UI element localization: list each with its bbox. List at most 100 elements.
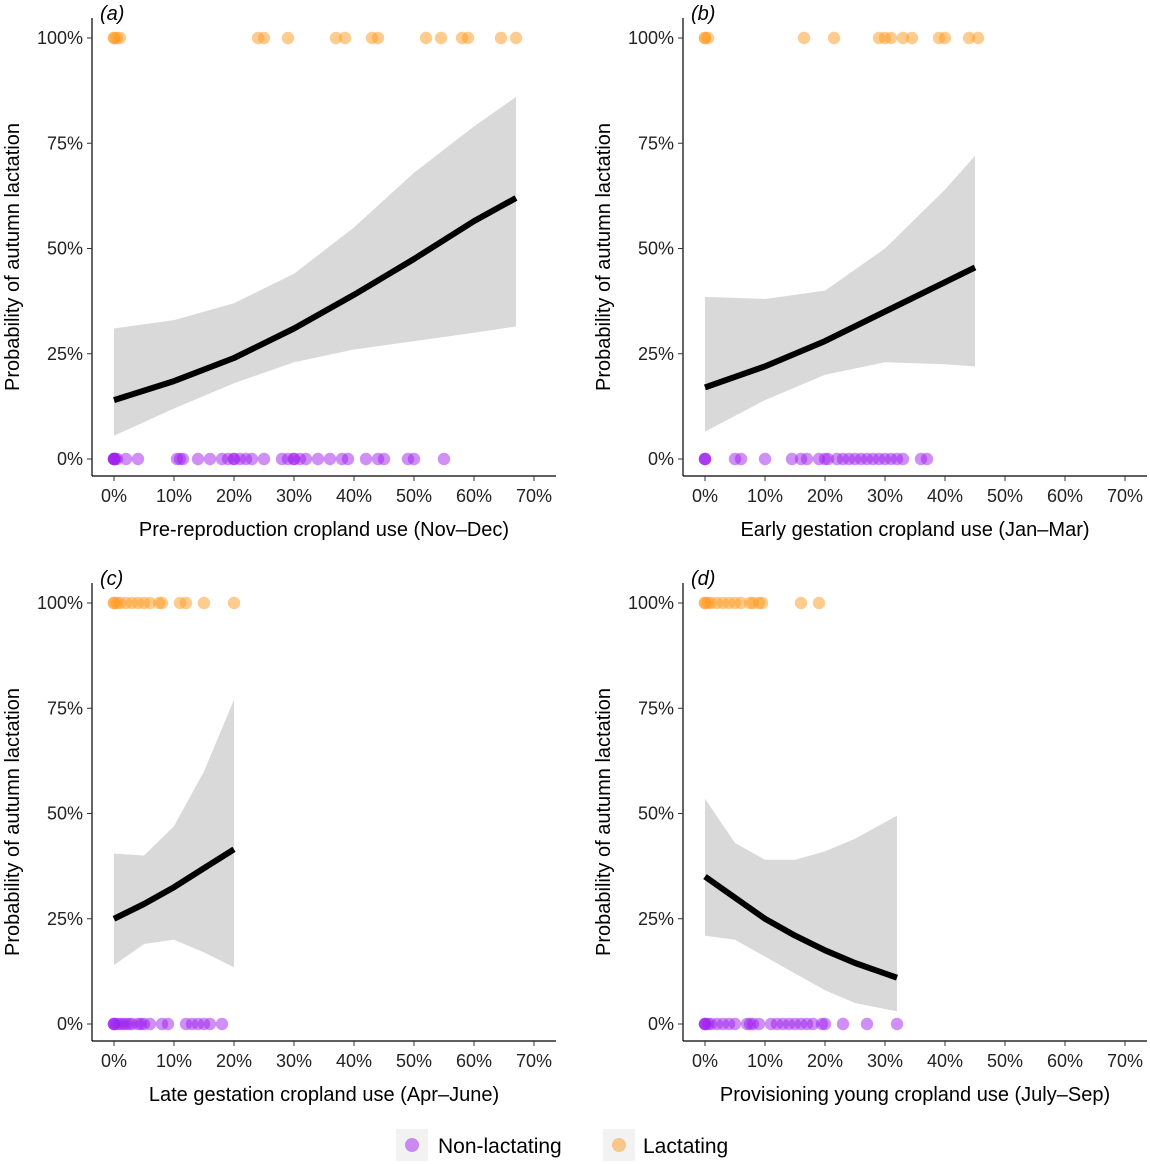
non-lactating-point bbox=[860, 1017, 874, 1031]
x-tick-label: 60% bbox=[1047, 486, 1083, 506]
non-lactating-point bbox=[176, 452, 190, 466]
x-axis-title: Late gestation cropland use (Apr–June) bbox=[149, 1084, 499, 1106]
non-lactating-point bbox=[359, 452, 373, 466]
x-tick-label: 40% bbox=[927, 486, 963, 506]
y-tick-label: 0% bbox=[57, 449, 83, 469]
non-lactating-point bbox=[806, 1017, 820, 1031]
non-lactating-point bbox=[698, 452, 712, 466]
lactating-point bbox=[338, 31, 352, 45]
x-tick-label: 60% bbox=[1047, 1051, 1083, 1071]
non-lactating-point bbox=[785, 452, 799, 466]
legend-label: Lactating bbox=[643, 1135, 728, 1158]
lactating-point bbox=[827, 31, 841, 45]
x-tick-label: 50% bbox=[396, 486, 432, 506]
y-tick-label: 50% bbox=[638, 804, 674, 824]
non-lactating-point bbox=[323, 452, 337, 466]
lactating-point bbox=[962, 31, 976, 45]
lactating-point bbox=[371, 31, 385, 45]
x-tick-label: 40% bbox=[927, 1051, 963, 1071]
panel-tag: (d) bbox=[691, 568, 715, 590]
fit-line bbox=[704, 264, 977, 391]
x-tick-label: 0% bbox=[692, 486, 718, 506]
non-lactating-point bbox=[299, 452, 313, 466]
non-lactating-point bbox=[407, 452, 421, 466]
confidence-band bbox=[705, 798, 897, 1012]
x-axis-title: Pre-reproduction cropland use (Nov–Dec) bbox=[139, 519, 509, 541]
confidence-band bbox=[705, 155, 975, 432]
non-lactating-point bbox=[341, 452, 355, 466]
panel-a: 0% 25% 50% 75% 100% 0% 10% 20% 30% 40% 50% 60% 70% Pr… bbox=[2, 3, 556, 541]
x-tick-label: 10% bbox=[156, 1051, 192, 1071]
fit-line bbox=[112, 846, 236, 922]
lactating-point bbox=[509, 31, 523, 45]
non-lactating-point bbox=[800, 452, 814, 466]
lactating-point bbox=[797, 31, 811, 45]
panel-tag: (c) bbox=[100, 568, 123, 590]
non-lactating-point bbox=[203, 452, 217, 466]
non-lactating-point bbox=[818, 1017, 832, 1031]
confidence-band bbox=[114, 699, 234, 968]
x-tick-label: 10% bbox=[747, 1051, 783, 1071]
panel-c: 0% 25% 50% 75% 100% 0% 10% 20% 30% 40% 50% 60% 70% La… bbox=[2, 568, 556, 1106]
lactating-point bbox=[461, 31, 475, 45]
x-axis-title: Provisioning young cropland use (July–Se… bbox=[720, 1084, 1110, 1106]
lactating-point bbox=[281, 31, 295, 45]
non-lactating-point bbox=[836, 1017, 850, 1031]
x-tick-label: 0% bbox=[101, 1051, 127, 1071]
y-tick-label: 50% bbox=[47, 239, 83, 259]
lactating-point bbox=[329, 31, 343, 45]
y-tick-label: 50% bbox=[47, 804, 83, 824]
y-tick-label: 0% bbox=[648, 449, 674, 469]
x-tick-label: 20% bbox=[807, 1051, 843, 1071]
non-lactating-point bbox=[377, 452, 391, 466]
y-tick-label: 75% bbox=[638, 133, 674, 153]
non-lactating-point bbox=[161, 1017, 175, 1031]
x-tick-label: 70% bbox=[1107, 486, 1143, 506]
panel-b: 0% 25% 50% 75% 100% 0% 10% 20% 30% 40% 50% 60% 70% Ea… bbox=[593, 3, 1147, 541]
non-lactating-point bbox=[437, 452, 451, 466]
y-tick-label: 100% bbox=[628, 593, 674, 613]
legend-label: Non-lactating bbox=[438, 1135, 562, 1158]
y-tick-label: 100% bbox=[37, 28, 83, 48]
lactating-point bbox=[143, 596, 157, 610]
x-tick-label: 20% bbox=[807, 486, 843, 506]
y-tick-label: 75% bbox=[47, 698, 83, 718]
lactating-point bbox=[701, 31, 715, 45]
x-tick-label: 50% bbox=[987, 486, 1023, 506]
y-tick-label: 0% bbox=[57, 1014, 83, 1034]
x-tick-label: 30% bbox=[867, 486, 903, 506]
y-axis-title: Probability of autumn lactation bbox=[593, 123, 615, 391]
y-tick-label: 25% bbox=[47, 344, 83, 364]
legend-swatch bbox=[612, 1138, 626, 1152]
x-tick-label: 60% bbox=[456, 1051, 492, 1071]
non-lactating-point bbox=[215, 1017, 229, 1031]
x-tick-label: 0% bbox=[692, 1051, 718, 1071]
lactating-point bbox=[755, 596, 769, 610]
non-lactating-point bbox=[821, 452, 835, 466]
lactating-point bbox=[197, 596, 211, 610]
y-tick-label: 0% bbox=[648, 1014, 674, 1034]
x-tick-label: 30% bbox=[867, 1051, 903, 1071]
x-tick-label: 20% bbox=[216, 1051, 252, 1071]
y-tick-label: 100% bbox=[37, 593, 83, 613]
x-tick-label: 20% bbox=[216, 486, 252, 506]
lactating-point bbox=[257, 31, 271, 45]
y-tick-label: 75% bbox=[638, 698, 674, 718]
non-lactating-point bbox=[245, 452, 259, 466]
fit-line bbox=[113, 195, 518, 403]
x-tick-label: 70% bbox=[516, 486, 552, 506]
x-tick-label: 10% bbox=[747, 486, 783, 506]
lactating-point bbox=[434, 31, 448, 45]
lactating-point bbox=[938, 31, 952, 45]
lactating-point bbox=[812, 596, 826, 610]
lactating-point bbox=[227, 596, 241, 610]
non-lactating-point bbox=[119, 452, 133, 466]
x-tick-label: 50% bbox=[396, 1051, 432, 1071]
non-lactating-point bbox=[203, 1017, 217, 1031]
non-lactating-point bbox=[110, 452, 124, 466]
legend-swatch bbox=[405, 1138, 419, 1152]
x-tick-label: 30% bbox=[276, 1051, 312, 1071]
non-lactating-point bbox=[752, 1017, 766, 1031]
lactating-point bbox=[113, 31, 127, 45]
non-lactating-point bbox=[143, 1017, 157, 1031]
